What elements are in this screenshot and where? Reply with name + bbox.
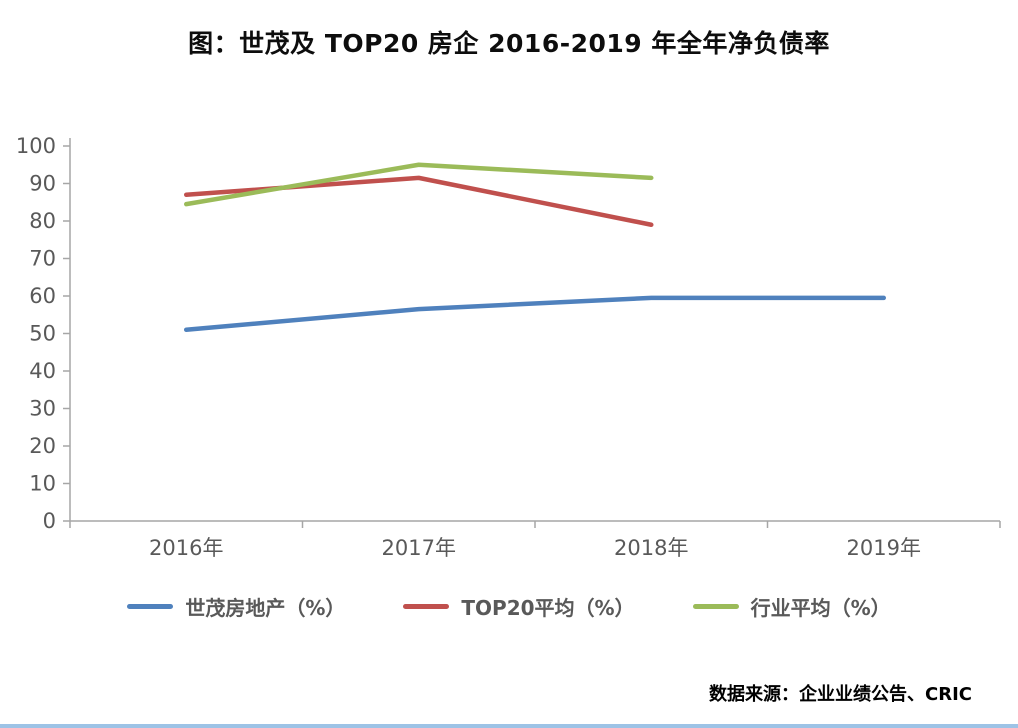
bottom-accent-bar	[0, 724, 1018, 728]
chart-title: 图：世茂及 TOP20 房企 2016-2019 年全年净负债率	[188, 29, 830, 58]
data-source-caption: 数据来源：企业业绩公告、CRIC	[709, 684, 972, 705]
x-axis-category-label: 2019年	[847, 536, 921, 560]
y-axis-tick-label: 100	[16, 134, 56, 158]
legend-swatch-blue	[127, 604, 174, 609]
y-axis-tick-label: 90	[29, 172, 56, 196]
y-axis-tick-label: 60	[29, 284, 56, 308]
legend-swatch-green	[692, 604, 739, 609]
legend-item-top20: TOP20平均（%）	[403, 592, 635, 621]
legend-label-shimao: 世茂房地产（%）	[185, 596, 346, 620]
y-axis-tick-label: 50	[29, 322, 56, 346]
y-axis-tick-label: 20	[29, 434, 56, 458]
y-axis-tick-label: 30	[29, 397, 56, 421]
legend-label-industry: 行业平均（%）	[750, 596, 891, 620]
y-axis-tick-label: 0	[43, 509, 56, 533]
x-axis-category-label: 2017年	[382, 536, 456, 560]
series-line-1	[184, 175, 654, 227]
y-axis-tick-label: 80	[29, 209, 56, 233]
legend-item-industry: 行业平均（%）	[692, 592, 891, 621]
y-axis-tick-label: 40	[29, 359, 56, 383]
line-chart-canvas: 0 10 20 30 40 50 60 70 80 90 100 2016年 2017年 2018年 201…	[16, 134, 1001, 560]
x-axis-category-label: 2016年	[149, 536, 223, 560]
legend-label-top20: TOP20平均（%）	[461, 596, 635, 620]
chart-legend: 世茂房地产（%） TOP20平均（%） 行业平均（%）	[0, 592, 1018, 621]
legend-swatch-red	[403, 604, 450, 609]
x-axis-category-label: 2018年	[614, 536, 688, 560]
legend-item-shimao: 世茂房地产（%）	[127, 592, 345, 621]
y-axis-tick-label: 10	[29, 472, 56, 496]
y-axis-tick-label: 70	[29, 247, 56, 271]
series-line-0	[184, 295, 886, 332]
series-line-2	[184, 162, 654, 207]
